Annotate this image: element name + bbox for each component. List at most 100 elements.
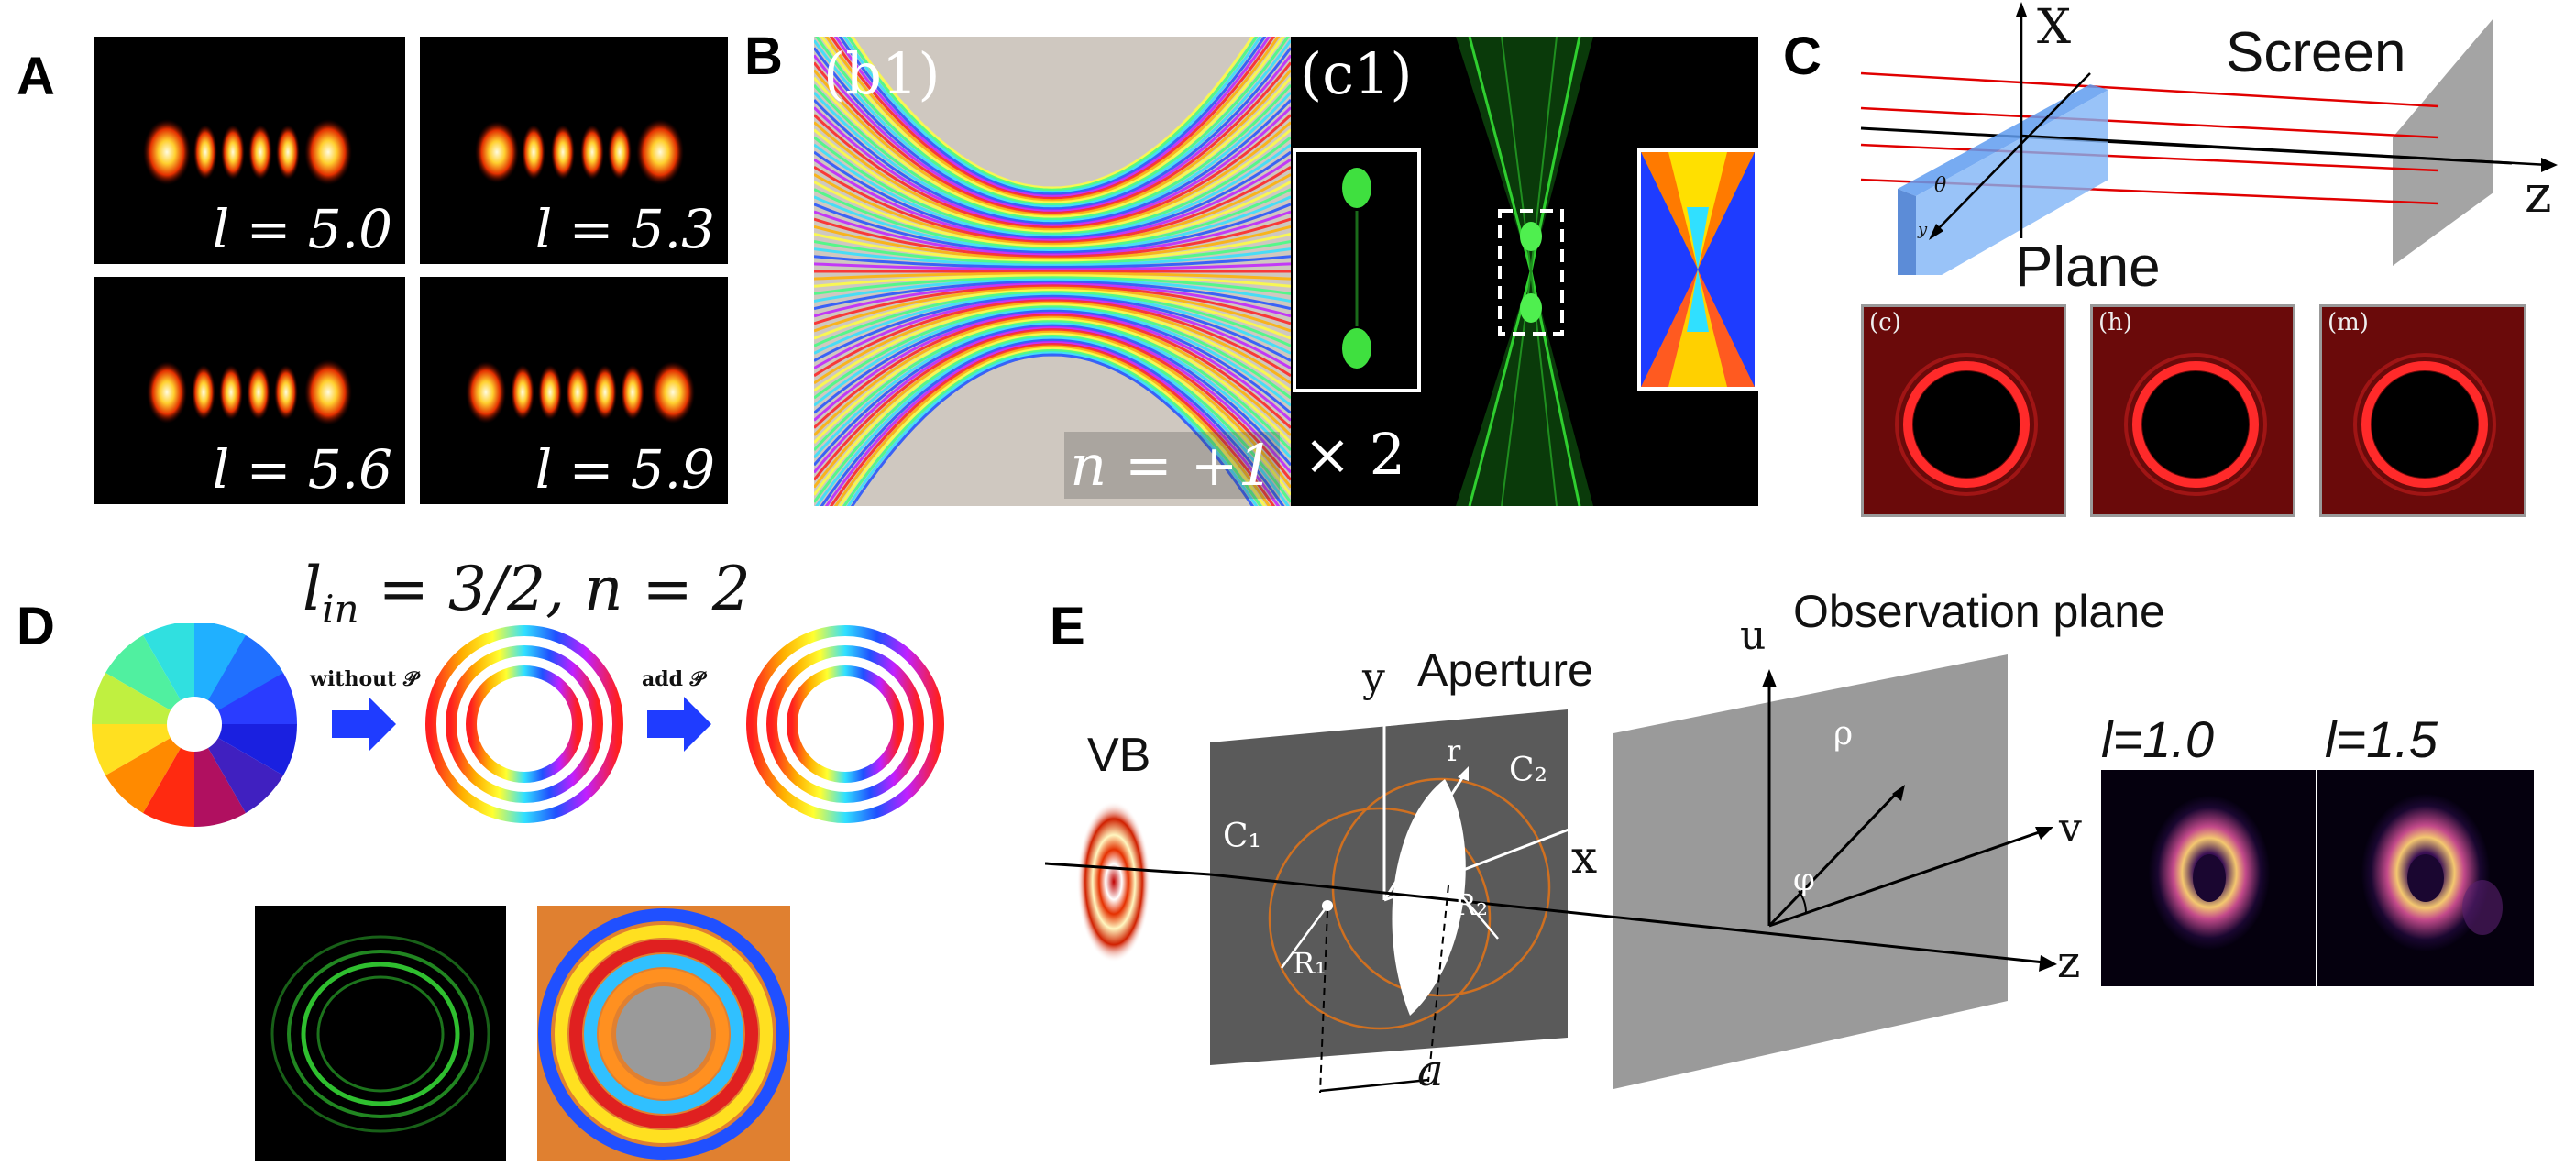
panel-label-a: A: [17, 47, 55, 106]
screen: [2393, 18, 2493, 266]
zoom-box: [1498, 209, 1564, 336]
intensity-tile-1: l = 5.0: [94, 37, 405, 264]
c1-label: (c1): [1300, 40, 1413, 107]
r2-arrow: [1448, 879, 1499, 940]
fringe-line: [814, 69, 1291, 217]
y-axis: [1933, 72, 2091, 234]
e-z-label: z: [2057, 937, 2081, 988]
ring-inset-m: (m): [2319, 304, 2526, 517]
e-x-label: x: [1571, 830, 1598, 884]
x-axis: [1383, 818, 1596, 902]
fringe-line: [814, 315, 1291, 436]
fringe-line: [820, 37, 1285, 204]
fringe-line: [814, 291, 1291, 347]
fringe-line: [814, 91, 1291, 223]
phase-inset: [1637, 148, 1758, 390]
fringe-line: [814, 54, 1291, 213]
fringe-line: [814, 332, 1291, 496]
fringe-line: [814, 282, 1291, 318]
fringe-line: [814, 322, 1291, 459]
fringe-line: [814, 305, 1291, 400]
fringe-line: [838, 346, 1267, 506]
fringe-line: [814, 294, 1291, 362]
fringe-line: [814, 136, 1291, 236]
v-axis: [1768, 829, 2045, 928]
e-v-label: v: [2059, 805, 2082, 852]
plane-slab: [1898, 84, 2108, 275]
title-main: l: [303, 554, 323, 624]
fringe-line: [814, 225, 1291, 260]
observation-label: Observation plane: [1793, 586, 2165, 637]
fringe-line: [814, 330, 1291, 489]
result-image-l1: [2101, 770, 2316, 986]
n-label: n = +1: [1064, 432, 1280, 499]
b1-label: (b1): [823, 40, 941, 107]
fringe-line: [814, 274, 1291, 288]
e-y-label: y: [1362, 654, 1385, 701]
fringe-line: [814, 255, 1291, 269]
arrow-add: [647, 697, 711, 752]
theta-label: θ: [1934, 174, 1947, 197]
fringe-line: [850, 37, 1255, 190]
fringe-line: [814, 325, 1291, 474]
fringe-line: [814, 336, 1291, 506]
fringe-line: [814, 143, 1291, 237]
fringe-line: [814, 76, 1291, 219]
e-u-label: u: [1740, 612, 1767, 659]
fringe-line: [824, 37, 1281, 203]
arrow-without: [332, 697, 396, 752]
fringe-line: [814, 271, 1291, 280]
fringe-line: [814, 217, 1291, 258]
title-rest: = 3/2, n = 2: [358, 554, 751, 624]
mode-label: l = 5.3: [534, 198, 715, 260]
fringe-line: [814, 47, 1291, 211]
distance-a: [1319, 1078, 1429, 1093]
fringe-line: [814, 320, 1291, 452]
z-axis-label: z: [2525, 165, 2552, 225]
fringe-line: [814, 334, 1291, 503]
fringe-line: [814, 106, 1291, 227]
y-small-label: y: [1918, 220, 1928, 239]
fringe-line: [846, 37, 1259, 192]
title-sub: in: [322, 587, 359, 632]
green-cone: [1456, 37, 1593, 506]
fringe-line: [833, 37, 1271, 198]
fringe-line: [814, 280, 1291, 311]
green-ring-image: [255, 906, 506, 1160]
fringe-line: [814, 173, 1291, 246]
fringe-line: [814, 286, 1291, 333]
fringe-line: [814, 210, 1291, 257]
z-axis: [2020, 134, 2549, 167]
fringe-line: [814, 276, 1291, 295]
fringe-line: [814, 307, 1291, 407]
vortex-beam: [1077, 801, 1150, 962]
intensity-tile-2: l = 5.3: [420, 37, 728, 264]
fringe-line: [814, 301, 1291, 385]
fringe-line: [814, 166, 1291, 244]
fringe-line: [814, 114, 1291, 229]
fringe-line: [814, 61, 1291, 214]
fringe-line: [814, 39, 1291, 209]
fringe-line: [814, 83, 1291, 221]
panel-d-title: lin = 3/2, n = 2: [303, 554, 751, 632]
fringe-line: [814, 297, 1291, 369]
inset-label: (m): [2328, 309, 2369, 336]
l2-label: l=1.5: [2325, 710, 2438, 768]
fringe-line: [842, 348, 1262, 506]
fringe-line: [814, 195, 1291, 252]
fringe-line: [814, 128, 1291, 234]
r1-arrow: [1280, 905, 1329, 969]
fringe-line: [814, 232, 1291, 263]
fringe-line: [833, 345, 1271, 506]
aperture-diagram-e: [1045, 654, 2057, 1094]
aperture-label: Aperture: [1417, 644, 1593, 696]
theta-label: Θ: [1434, 838, 1457, 870]
fringe-line: [846, 351, 1259, 506]
phase-pattern-image: [537, 906, 790, 1160]
fringe-line: [814, 302, 1291, 392]
panel-label-d: D: [17, 597, 55, 656]
fringe-line: [814, 240, 1291, 265]
fringe-line: [838, 37, 1267, 196]
panel-label-e: E: [1050, 597, 1085, 656]
fringe-line: [814, 299, 1291, 378]
